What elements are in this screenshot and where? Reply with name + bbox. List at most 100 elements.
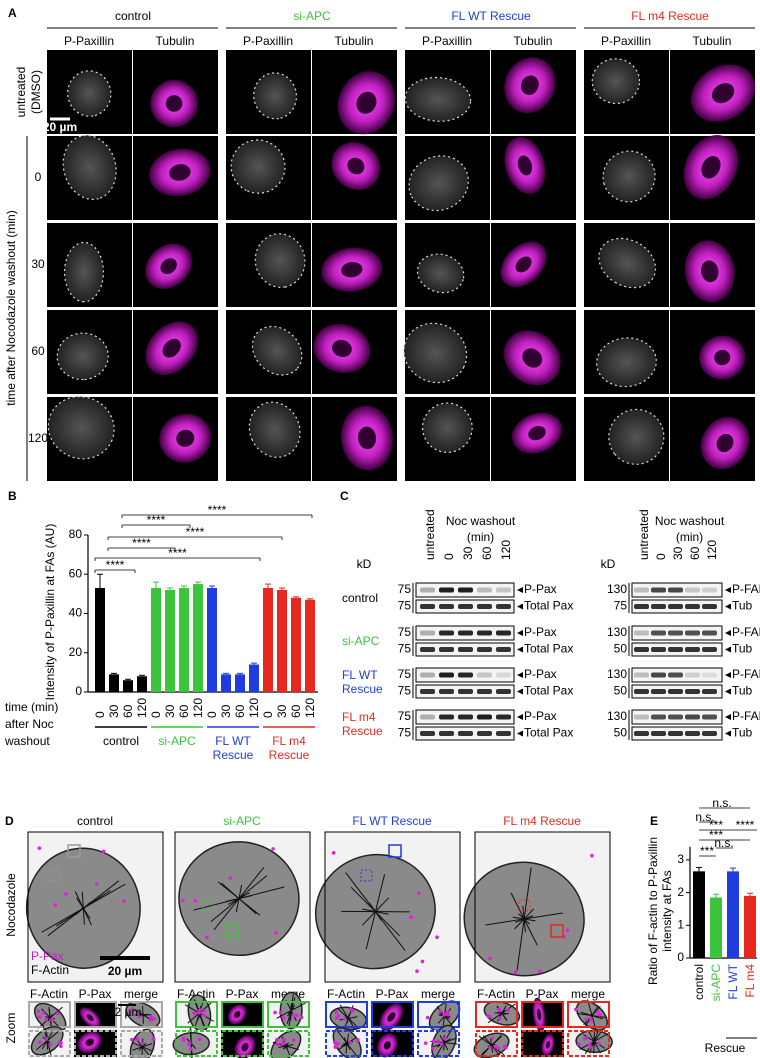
- fa-dot: [590, 853, 594, 858]
- marker-label: 75: [398, 667, 412, 681]
- group-label: FL WT Rescue: [212, 734, 254, 762]
- zoom-frame: [175, 1001, 218, 1028]
- fa-dot: [273, 1010, 277, 1015]
- row-label: 0: [35, 170, 42, 184]
- band-label: Tub: [732, 642, 753, 656]
- panel-label: D: [5, 814, 14, 828]
- fiber: [361, 897, 390, 926]
- fa-dot: [496, 1046, 501, 1051]
- zoom-frame: [325, 1001, 368, 1028]
- band: [634, 672, 649, 678]
- zoom-label: F-Actin: [477, 987, 515, 1001]
- row-label: FL m4 Rescue: [342, 710, 383, 738]
- fa-dot: [128, 1010, 133, 1015]
- fa-dot: [595, 1009, 600, 1014]
- band: [668, 714, 683, 720]
- bar: [277, 589, 287, 692]
- band: [685, 672, 700, 678]
- fa-dot: [506, 1008, 511, 1012]
- sig-label: n.s.: [714, 836, 733, 850]
- arrowhead: [517, 630, 523, 636]
- fa-dot: [565, 928, 570, 933]
- arrowhead: [517, 603, 523, 610]
- fa-dot: [498, 1016, 502, 1020]
- arrowhead: [725, 714, 731, 720]
- band: [420, 587, 435, 593]
- band: [702, 630, 717, 636]
- band: [685, 689, 700, 694]
- band: [420, 672, 435, 678]
- zoom-frame: [475, 1030, 518, 1057]
- panel-label: A: [8, 6, 17, 20]
- nucleus: [162, 338, 181, 358]
- nucleus: [86, 1014, 94, 1022]
- marker-label: 75: [398, 726, 412, 740]
- fa-dot: [197, 1037, 202, 1042]
- fa-dot: [502, 1044, 507, 1049]
- band: [668, 587, 683, 593]
- header: (min): [676, 530, 703, 544]
- fa-dot: [271, 847, 275, 851]
- sig-label: ***: [700, 844, 714, 858]
- fa-dot: [336, 1014, 341, 1018]
- fa-dot: [431, 1039, 436, 1043]
- nucleus: [714, 349, 731, 366]
- cell: [404, 76, 472, 122]
- fa-dot: [151, 1037, 156, 1041]
- fa-dot: [588, 1016, 593, 1021]
- fa-dot: [417, 891, 421, 895]
- row-label: 30: [31, 257, 45, 271]
- fa-dot: [135, 1037, 139, 1041]
- fa-dot: [488, 1014, 492, 1019]
- fa-dot: [490, 1036, 495, 1041]
- cell: [421, 402, 473, 453]
- band: [651, 630, 666, 636]
- zoom-frame: [521, 1030, 564, 1057]
- zoom-label: merge: [124, 987, 158, 1001]
- lane-label: untreated: [637, 509, 651, 560]
- roi: [202, 899, 215, 912]
- band: [651, 689, 666, 694]
- panel-label: E: [650, 814, 658, 828]
- roi: [360, 869, 373, 882]
- bar: [137, 676, 147, 692]
- band: [420, 604, 435, 609]
- x-tick-label: control: [692, 964, 706, 1000]
- lane-label: untreated: [423, 509, 437, 560]
- scale-label: 20 µm: [108, 964, 142, 978]
- band-label: P-Pax: [524, 582, 557, 596]
- zoom-frame: [267, 1001, 310, 1028]
- kd-label: kD: [357, 557, 372, 571]
- sig-label: ***: [709, 818, 723, 832]
- arrowhead: [725, 587, 731, 593]
- fa-dot: [292, 1013, 296, 1017]
- marker-label: 50: [614, 684, 628, 698]
- y-tick-label: 0: [75, 684, 82, 698]
- zoom-frame: [475, 1001, 518, 1028]
- lane-label: 60: [480, 546, 494, 560]
- fa-dot: [597, 1041, 601, 1045]
- fa-dot: [275, 1037, 279, 1042]
- fa-dot: [538, 969, 542, 974]
- arrowhead: [725, 672, 731, 678]
- bar: [235, 674, 245, 692]
- group-label: si-APC: [158, 734, 196, 748]
- fa-dot: [202, 1013, 207, 1018]
- cell: [62, 134, 117, 200]
- fa-dot: [348, 1040, 353, 1045]
- group-title: control: [77, 814, 113, 828]
- fiber: [583, 1006, 601, 1026]
- panel-label: B: [8, 489, 17, 503]
- sig-label: ****: [106, 558, 125, 572]
- band: [702, 604, 717, 609]
- row-label: (DMSO): [29, 70, 43, 114]
- fa-dot: [53, 903, 58, 907]
- x-axis-label: time (min): [5, 700, 58, 714]
- group-title: FL m4 Rescue: [631, 9, 709, 23]
- band: [439, 630, 454, 636]
- fiber: [46, 1031, 49, 1050]
- fa-dot: [148, 1018, 153, 1022]
- band-label: Total Pax: [524, 726, 573, 740]
- band-label: P-Pax: [524, 709, 557, 723]
- frame: [474, 831, 611, 983]
